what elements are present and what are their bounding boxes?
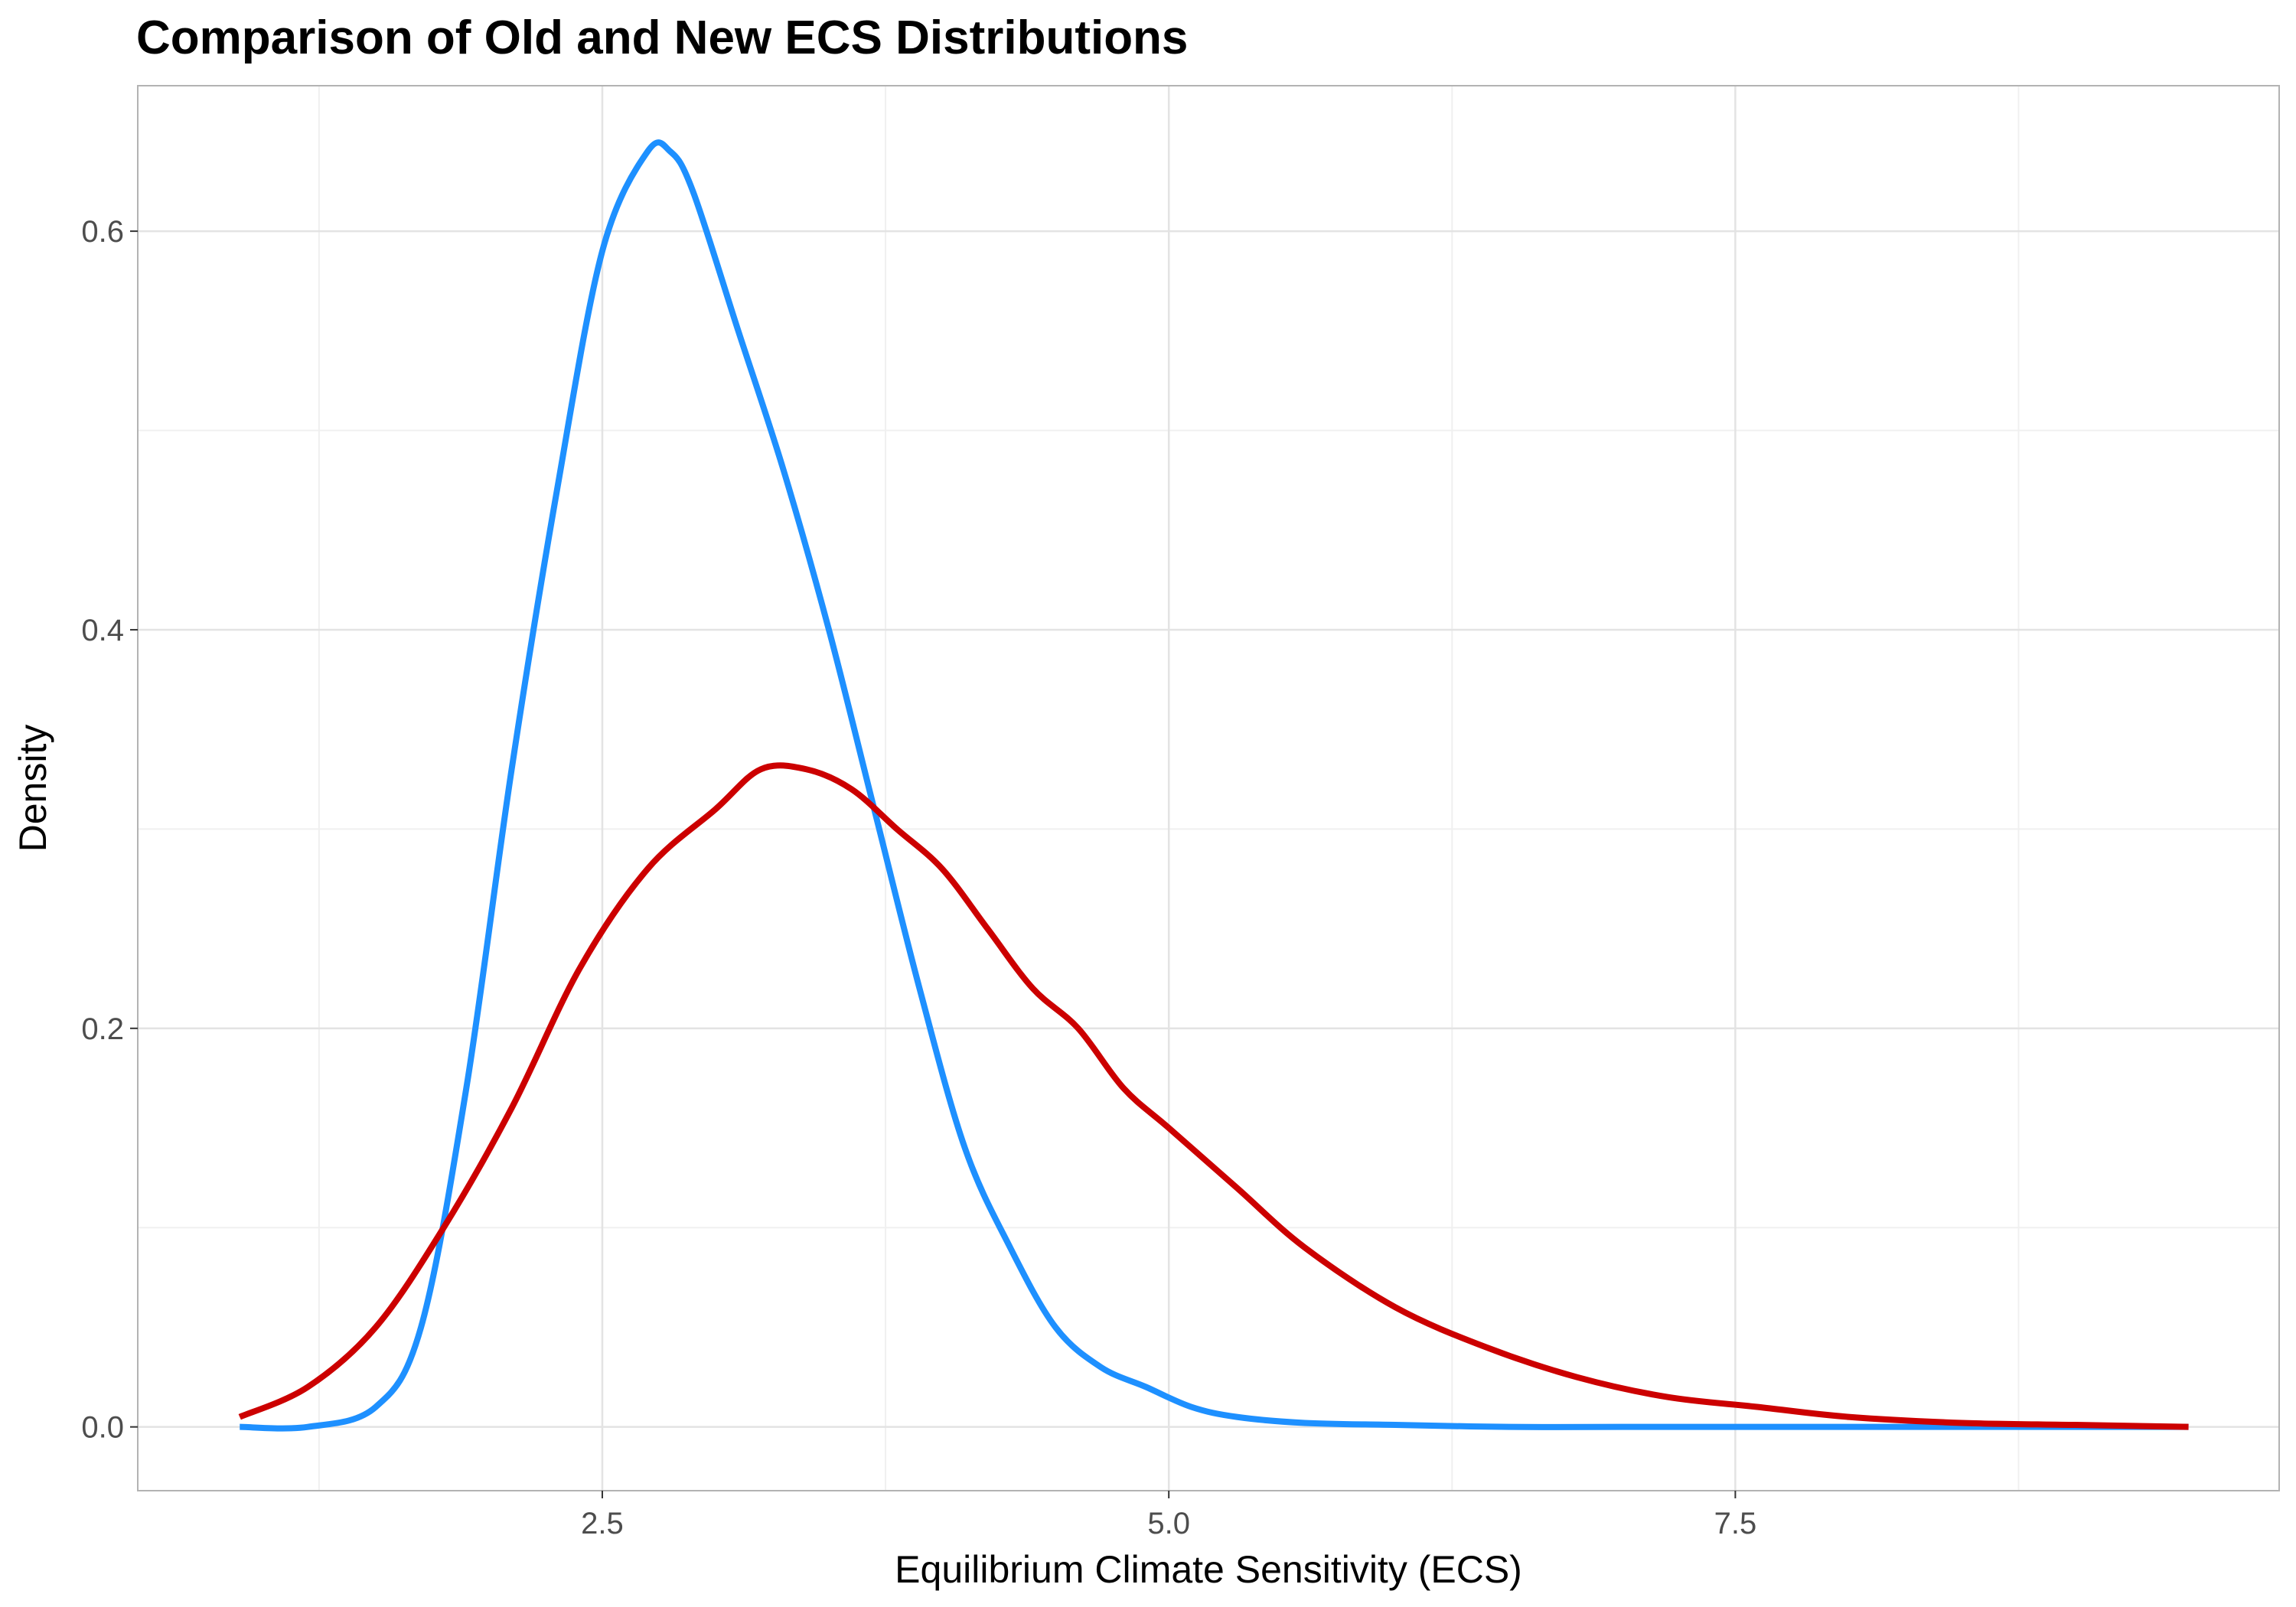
chart-title: Comparison of Old and New ECS Distributi… — [136, 11, 1189, 64]
y-tick-label: 0.0 — [81, 1411, 124, 1445]
panel-border — [137, 85, 2280, 1491]
x-axis-title: Equilibrium Climate Sensitivity (ECS) — [895, 1548, 1522, 1591]
x-tick-label: 7.5 — [1714, 1507, 1757, 1540]
density-line-2 — [238, 762, 2189, 1430]
major-gridlines — [138, 86, 2279, 1491]
y-tick-label: 0.4 — [81, 614, 124, 647]
y-axis-ticks: 0.0 0.2 0.4 0.6 — [81, 215, 138, 1445]
y-tick-label: 0.2 — [81, 1012, 124, 1046]
density-line-1 — [240, 139, 2189, 1432]
x-tick-label: 2.5 — [581, 1507, 624, 1540]
y-axis-title: Density — [11, 725, 54, 852]
minor-gridlines — [138, 86, 2279, 1491]
y-tick-label: 0.6 — [81, 215, 124, 249]
series-layer — [238, 139, 2189, 1432]
x-axis-ticks: 2.5 5.0 7.5 — [581, 1491, 1756, 1540]
x-tick-label: 5.0 — [1147, 1507, 1190, 1540]
